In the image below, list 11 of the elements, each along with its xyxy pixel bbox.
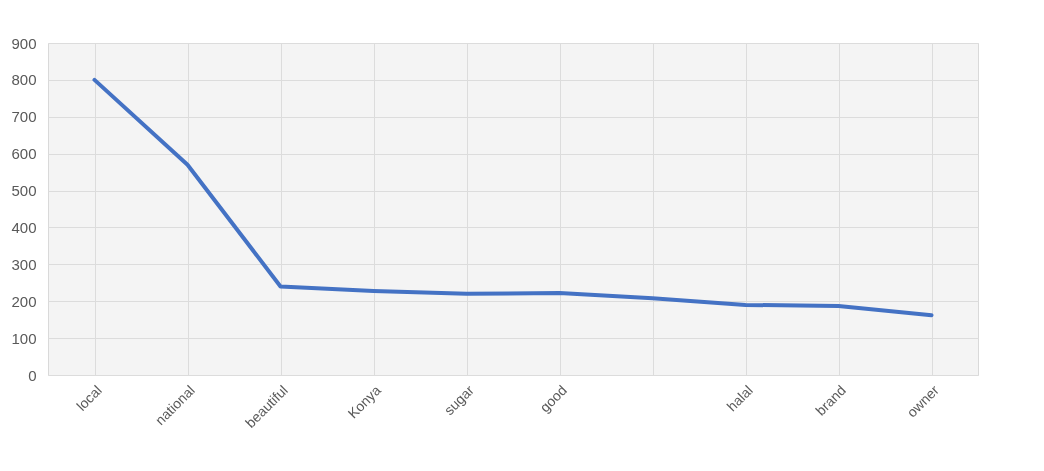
y-tick-label: 300 (11, 255, 37, 273)
y-tick-label: 0 (28, 366, 37, 384)
y-tick-label: 800 (11, 71, 37, 89)
y-tick-label: 200 (11, 292, 37, 310)
y-tick-label: 900 (11, 34, 37, 52)
line-series (92, 77, 934, 318)
y-tick-label: 500 (11, 182, 37, 200)
y-tick-label: 700 (11, 108, 37, 126)
y-tick-label: 400 (11, 218, 37, 236)
y-tick-label: 600 (11, 145, 37, 163)
y-tick-label: 100 (11, 329, 37, 347)
